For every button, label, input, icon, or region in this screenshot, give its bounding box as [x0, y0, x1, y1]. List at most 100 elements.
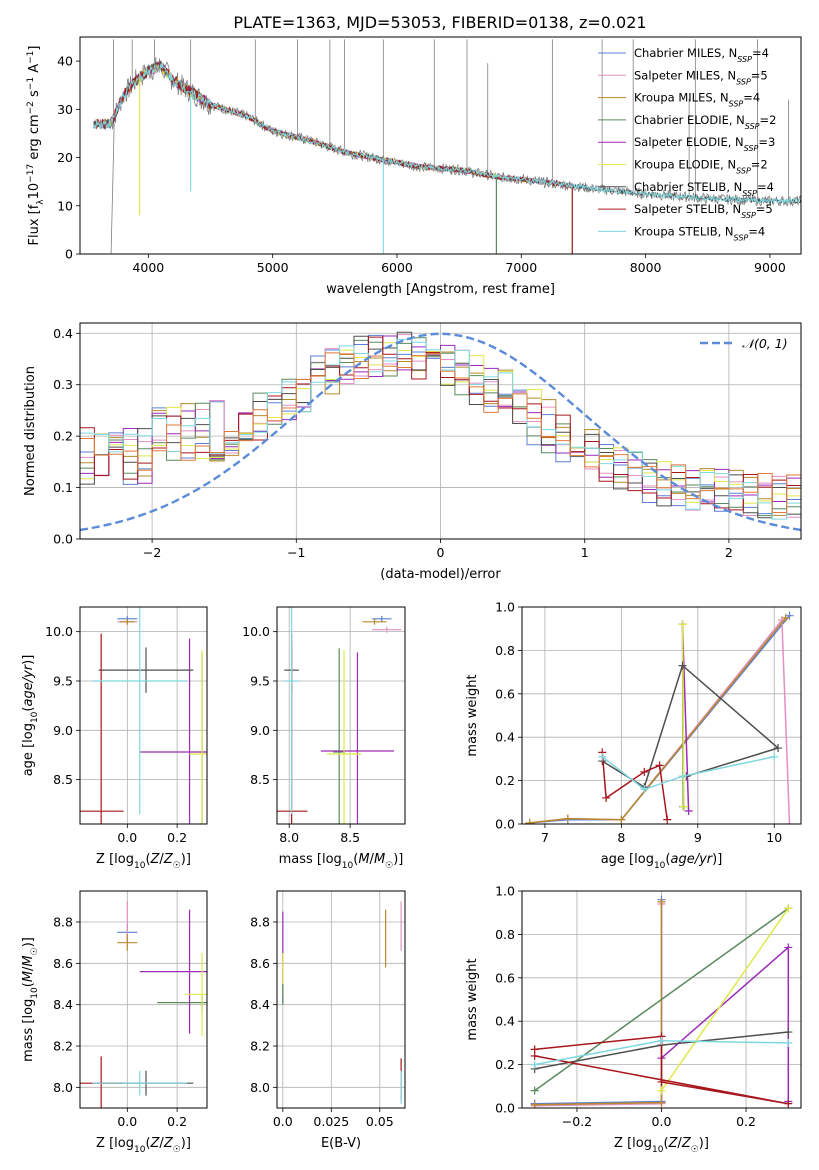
- y-tick-label: 9.5: [53, 673, 73, 688]
- y-tick-label: 0.4: [53, 326, 73, 341]
- x-tick-label: 1: [581, 545, 589, 560]
- axes-frame: [276, 890, 406, 1109]
- y-tick-label: 8.4: [53, 997, 73, 1012]
- weight-line: [601, 755, 775, 791]
- model-line: [135, 60, 497, 179]
- legend-label: Kroupa MILES, NSSP=4: [634, 91, 760, 109]
- label-part: (: [665, 852, 670, 867]
- weight-line: [601, 752, 668, 820]
- y-tick-label: 8.5: [53, 772, 73, 787]
- weight-marker: [530, 1051, 539, 1060]
- y-tick-label: 8.0: [250, 1080, 270, 1095]
- axes-frame: [79, 890, 208, 1109]
- y-axis-label: age [log10(age/yr)]: [21, 655, 40, 777]
- weight-marker: [657, 1098, 666, 1107]
- weight-marker: [525, 818, 534, 824]
- observed-spectrum-line: [110, 57, 801, 207]
- x-tick-label: 8: [617, 830, 625, 845]
- label-part: mass [log: [21, 999, 36, 1062]
- label-part: M: [358, 852, 369, 867]
- label-part: age/yr: [670, 852, 713, 867]
- legend-label-name: Chabrier ELODIE, N: [634, 113, 745, 127]
- label-part: (: [663, 1136, 668, 1151]
- label-part: mass [log: [279, 852, 342, 867]
- panel-weight_vs_Z: −0.2 0.0 0.20.00.20.40.60.81.0Z [log10(Z/Z…: [465, 884, 802, 1155]
- x-tick-label: 0.0: [652, 1114, 672, 1129]
- y-tick-label: 1.0: [495, 600, 515, 615]
- x-tick-label: 9: [694, 830, 702, 845]
- y-tick-label: 20: [57, 150, 73, 165]
- plot-area: [80, 901, 207, 1108]
- model-line: [93, 60, 573, 190]
- weight-line: [661, 945, 790, 1102]
- x-tick-label: 8.5: [340, 830, 360, 845]
- label-part: (: [145, 1136, 150, 1151]
- legend-label-n: =5: [751, 68, 768, 82]
- x-tick-label: 0.05: [366, 1114, 394, 1129]
- x-tick-label: 0.0: [273, 1114, 293, 1129]
- x-tick-label: 0.0: [117, 1114, 137, 1129]
- plot-area: [277, 607, 402, 824]
- y-tick-label: 0.3: [53, 377, 73, 392]
- label-part: Z: [163, 1136, 174, 1151]
- weight-marker: [598, 752, 607, 761]
- label-part: λ: [36, 199, 46, 205]
- x-tick-label: 9000: [754, 260, 786, 275]
- y-tick-label: 0.8: [495, 643, 515, 658]
- legend-label: Salpeter ELODIE, NSSP=3: [634, 135, 775, 153]
- label-part: ☉: [691, 1145, 699, 1155]
- panel-age_vs_Z: 0.0 0.28.59.09.510.0Z [log10(Z/Z☉)]age [l…: [21, 606, 208, 871]
- y-tick-label: 10.0: [45, 624, 73, 639]
- weight-marker: [655, 761, 664, 770]
- weight-marker: [657, 1086, 666, 1095]
- x-tick-label: 0.2: [736, 1114, 756, 1129]
- plot-area: [93, 39, 801, 254]
- x-tick-label: 7000: [505, 260, 537, 275]
- weight-marker: [781, 613, 790, 622]
- plot-area: [80, 607, 207, 824]
- model-line: [135, 60, 497, 180]
- weight-marker: [657, 1036, 666, 1045]
- label-part: Z: [150, 1136, 161, 1151]
- y-tick-label: 9.5: [250, 673, 270, 688]
- label-part: (: [21, 707, 36, 712]
- label-part: /: [370, 852, 375, 867]
- y-tick-label: 10: [57, 198, 73, 213]
- label-part: age/yr: [21, 663, 36, 706]
- axes-frame: [521, 606, 802, 825]
- axes-frame: [79, 36, 802, 255]
- label-part: M: [21, 955, 36, 966]
- x-tick-label: 8.0: [279, 830, 299, 845]
- y-tick-label: 8.0: [53, 1080, 73, 1095]
- legend-label-name: Kroupa STELIB, N: [634, 224, 734, 238]
- label-part: −2: [26, 101, 36, 114]
- x-tick-label: −2: [143, 545, 161, 560]
- weight-line: [534, 901, 663, 1106]
- y-axis-label: Normed distribution: [23, 366, 38, 496]
- weight-marker: [678, 661, 687, 670]
- x-axis-label: (data-model)/error: [380, 567, 501, 582]
- legend-label-n: =4: [748, 224, 765, 238]
- y-tick-label: 8.8: [250, 915, 270, 930]
- plot-area: [80, 331, 801, 532]
- label-part: M: [374, 852, 385, 867]
- legend-label-n: =2: [760, 113, 777, 127]
- label-part: erg cm: [27, 114, 42, 163]
- model-line: [93, 62, 572, 189]
- figure-title: PLATE=1363, MJD=53053, FIBERID=0138, z=0…: [233, 13, 646, 32]
- weight-marker: [602, 793, 611, 802]
- label-part: (: [145, 852, 150, 867]
- y-axis-label: Flux [fλ10−17 erg cm−2 s−1 A−1]: [26, 46, 46, 246]
- weight-marker: [678, 620, 687, 629]
- legend-label-name: Salpeter MILES, N: [634, 68, 736, 82]
- y-tick-label: 8.2: [250, 1039, 270, 1054]
- legend-label-sub: SSP: [736, 77, 751, 86]
- legend-label-name: Kroupa ELODIE, N: [634, 158, 736, 172]
- weight-marker: [530, 1086, 539, 1095]
- legend-label: Salpeter STELIB, NSSP=5: [634, 202, 773, 220]
- weight-line: [681, 624, 690, 812]
- label-part: ☉: [173, 861, 181, 871]
- weight-marker: [657, 897, 666, 906]
